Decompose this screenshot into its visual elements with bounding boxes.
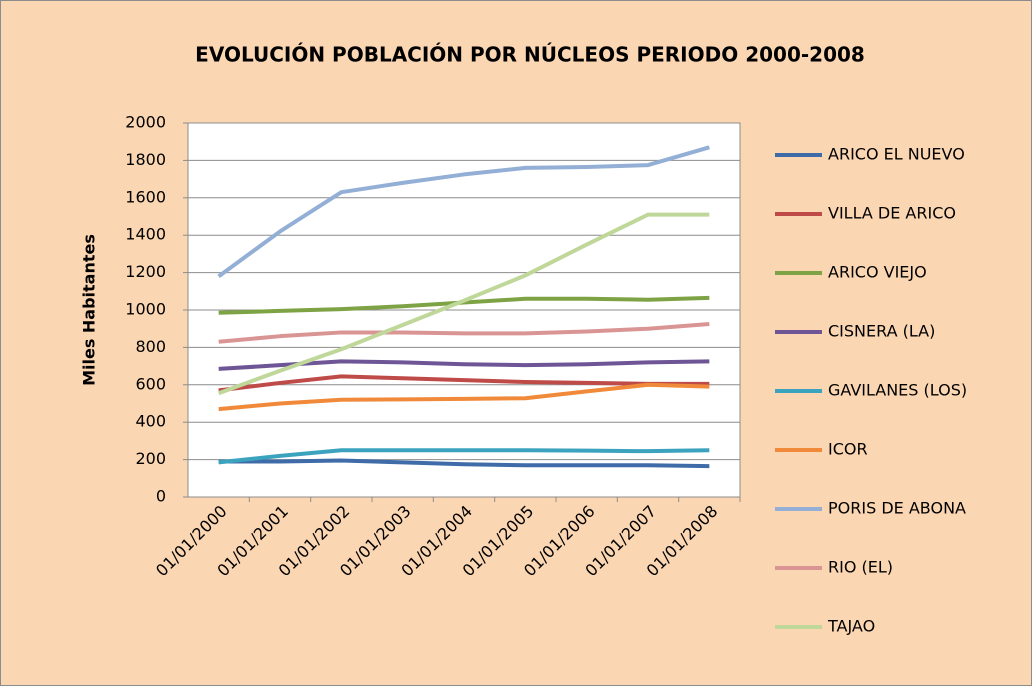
legend-label: VILLA DE ARICO <box>828 204 956 223</box>
y-axis-label: Miles Habitantes <box>80 234 99 386</box>
y-tick-label: 0 <box>156 487 166 506</box>
chart-title: EVOLUCIÓN POBLACIÓN POR NÚCLEOS PERIODO … <box>195 43 865 67</box>
legend-label: ARICO VIEJO <box>828 263 927 282</box>
series-line <box>218 322 710 344</box>
legend-label: PORIS DE ABONA <box>828 499 966 518</box>
series-line <box>217 212 710 396</box>
y-tick-label: 2000 <box>125 113 166 132</box>
y-tick-label: 1600 <box>125 187 166 206</box>
legend-label: TAJAO <box>827 617 875 636</box>
y-tick-label: 1000 <box>125 300 166 319</box>
y-tick-label: 200 <box>135 449 166 468</box>
legend-label: GAVILANES (LOS) <box>828 381 967 400</box>
legend-label: ICOR <box>828 440 868 459</box>
y-tick-label: 800 <box>135 337 166 356</box>
y-tick-label: 1400 <box>125 225 166 244</box>
legend-label: ARICO EL NUEVO <box>828 145 965 164</box>
series-line <box>218 458 710 469</box>
y-tick-label: 1800 <box>125 150 166 169</box>
y-tick-label: 600 <box>135 374 166 393</box>
series-line <box>218 448 710 465</box>
y-tick-label: 400 <box>135 412 166 431</box>
series-line <box>218 382 710 412</box>
series-line <box>217 145 710 278</box>
y-tick-label: 1200 <box>125 262 166 281</box>
series-line <box>218 374 710 393</box>
legend-label: RIO (EL) <box>828 558 893 577</box>
legend-label: CISNERA (LA) <box>828 322 935 341</box>
